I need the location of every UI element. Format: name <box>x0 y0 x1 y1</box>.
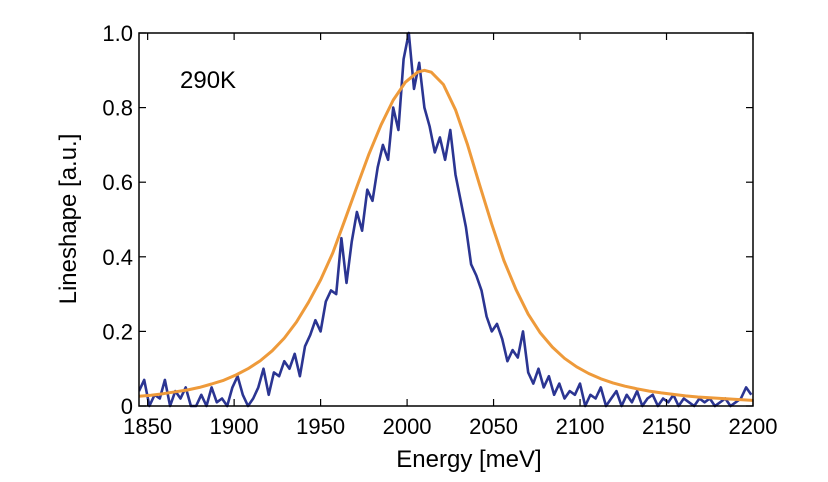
x-tick-label: 1950 <box>296 414 345 439</box>
x-tick-label: 2100 <box>556 414 605 439</box>
axis-ticks <box>139 32 754 407</box>
y-axis-label: Lineshape [a.u.] <box>55 134 82 305</box>
y-tick-label: 0.2 <box>102 319 133 344</box>
temperature-annotation: 290K <box>180 67 236 94</box>
x-tick-label: 2200 <box>729 414 778 439</box>
plot-lines <box>139 31 753 408</box>
x-axis-label: Energy [meV] <box>396 446 541 473</box>
y-tick-label: 0.4 <box>102 245 133 270</box>
x-tick-label: 2050 <box>469 414 518 439</box>
tick-labels: 1850 1900 1950 2000 2050 2100 2150 2200 0 0.2 0.4 0… <box>102 21 777 439</box>
series-measured-line <box>139 31 753 408</box>
y-tick-label: 0 <box>121 394 133 419</box>
y-tick-label: 0.8 <box>102 96 133 121</box>
y-tick-label: 0.6 <box>102 170 133 195</box>
plot-frame <box>138 32 754 407</box>
x-tick-label: 1850 <box>123 414 172 439</box>
x-tick-label: 2000 <box>383 414 432 439</box>
y-tick-label: 1.0 <box>102 21 133 46</box>
series-fit-line <box>139 68 753 402</box>
x-tick-label: 2150 <box>642 414 691 439</box>
x-tick-label: 1900 <box>210 414 259 439</box>
